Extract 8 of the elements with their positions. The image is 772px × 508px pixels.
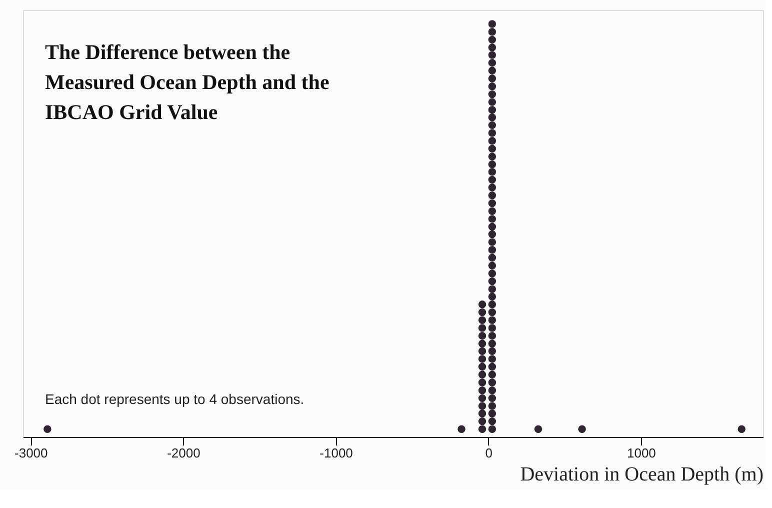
text: The Difference between the Measured Ocean Depth and the IBCAO Grid Value	[45, 40, 330, 124]
x-tick-label: -3000	[14, 446, 48, 460]
x-axis-title: Deviation in Ocean Depth (m)	[520, 464, 764, 486]
x-tick-label: 1000	[626, 446, 656, 460]
x-tick-label: -1000	[320, 446, 353, 460]
x-tick-label: -2000	[167, 446, 200, 460]
annotation: Each dot represents up to 4 observations.	[45, 391, 304, 407]
x-tick-label: 0	[485, 446, 492, 460]
